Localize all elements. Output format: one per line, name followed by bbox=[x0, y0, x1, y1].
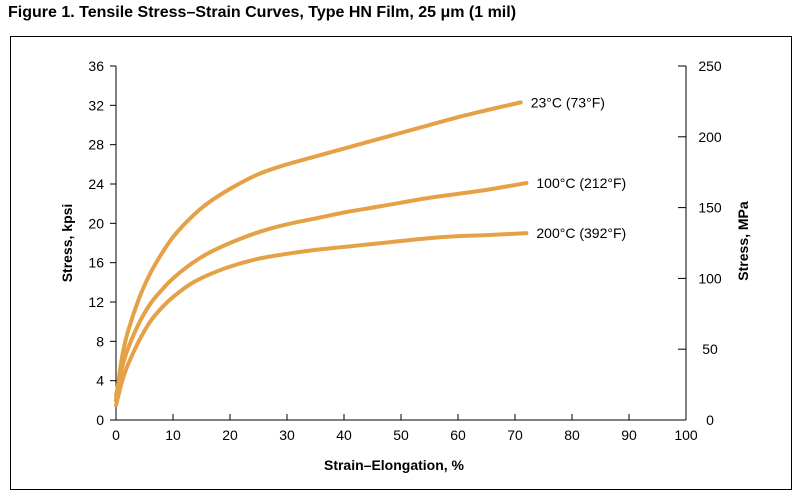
figure-frame bbox=[10, 36, 792, 490]
y2-tick-label: 200 bbox=[698, 129, 722, 145]
x-tick-label: 80 bbox=[564, 427, 580, 443]
y-tick-label: 12 bbox=[88, 294, 104, 310]
x-tick-label: 10 bbox=[165, 427, 181, 443]
series-line-2 bbox=[114, 181, 529, 398]
figure-title: Figure 1. Tensile Stress–Strain Curves, … bbox=[8, 4, 517, 21]
y-tick-label: 32 bbox=[88, 97, 104, 113]
y-tick-label: 16 bbox=[88, 255, 104, 271]
series-labels: 23°C (73°F) 100°C (212°F) 200°C (392°F) bbox=[531, 94, 626, 241]
x-tick-label: 50 bbox=[393, 427, 409, 443]
x-tick-label: 20 bbox=[222, 427, 238, 443]
y2-tick-label: 100 bbox=[698, 270, 722, 286]
y-tick-label: 4 bbox=[96, 373, 104, 389]
x-tick-label: 30 bbox=[279, 427, 295, 443]
series-label-1: 23°C (73°F) bbox=[531, 94, 605, 110]
series-lines bbox=[114, 100, 529, 408]
series-line-3 bbox=[114, 231, 529, 408]
y2-tick-label: 150 bbox=[698, 200, 722, 216]
y-tick-label: 0 bbox=[96, 412, 104, 428]
y-tick-label: 24 bbox=[88, 176, 104, 192]
x-tick-label: 60 bbox=[450, 427, 466, 443]
y-tick-label: 36 bbox=[88, 58, 104, 74]
y2-tick-label: 0 bbox=[706, 412, 714, 428]
y-tick-label: 28 bbox=[88, 137, 104, 153]
x-axis-title: Strain–Elongation, % bbox=[324, 457, 465, 473]
y2-tick-label: 250 bbox=[698, 58, 722, 74]
series-label-3: 200°C (392°F) bbox=[536, 225, 626, 241]
y-tick-label: 8 bbox=[96, 333, 104, 349]
y2-tick-label: 50 bbox=[702, 341, 718, 357]
y-tick-label: 20 bbox=[88, 215, 104, 231]
x-tick-label: 100 bbox=[674, 427, 698, 443]
x-tick-label: 40 bbox=[336, 427, 352, 443]
y-axis-title: Stress, kpsi bbox=[59, 204, 75, 283]
tick-labels: 0 4 8 12 16 20 24 28 32 36 0 10 20 30 40 50 60 70 80 90 100 0… bbox=[88, 58, 721, 443]
x-tick-label: 70 bbox=[507, 427, 523, 443]
x-tick-label: 90 bbox=[621, 427, 637, 443]
y2-axis-title: Stress, MPa bbox=[735, 201, 751, 281]
axes bbox=[110, 65, 687, 421]
x-tick-label: 0 bbox=[112, 427, 120, 443]
series-label-2: 100°C (212°F) bbox=[536, 175, 626, 191]
series-line-1 bbox=[114, 100, 523, 403]
